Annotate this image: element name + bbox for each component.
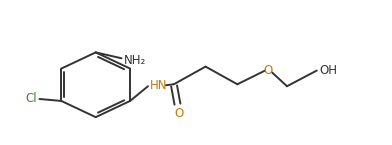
Text: HN: HN xyxy=(150,79,167,92)
Text: O: O xyxy=(263,64,273,77)
Text: Cl: Cl xyxy=(26,93,38,105)
Text: NH₂: NH₂ xyxy=(123,54,146,67)
Text: OH: OH xyxy=(320,64,338,77)
Text: O: O xyxy=(174,107,183,120)
